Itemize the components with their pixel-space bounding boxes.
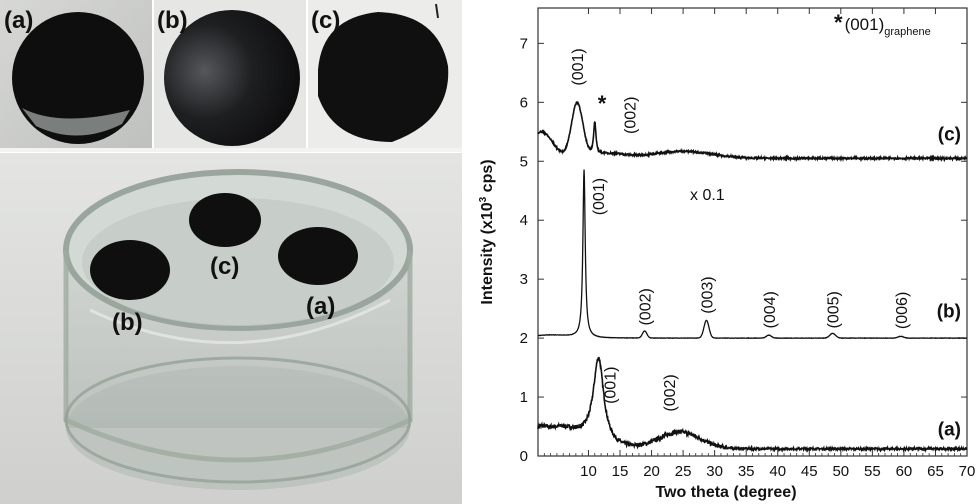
photo-label-a: (a) bbox=[4, 7, 33, 34]
film-photo-c: (c) bbox=[308, 0, 462, 148]
x-tick-label: 50 bbox=[832, 463, 849, 480]
y-axis-title: Intensity (x103 cps) bbox=[478, 159, 496, 304]
x-tick-label: 15 bbox=[612, 463, 629, 480]
y-tick-label: 5 bbox=[520, 153, 528, 170]
peak-label-c-001: (001) bbox=[570, 48, 587, 85]
film-b-floating bbox=[90, 240, 170, 300]
petri-dish-photo: (b) (c) (a) bbox=[0, 153, 462, 504]
y-tick-label: 7 bbox=[520, 35, 528, 52]
bowl-label-a: (a) bbox=[306, 293, 335, 320]
x-tick-label: 70 bbox=[959, 463, 976, 480]
film-a-floating bbox=[278, 227, 358, 285]
y-tick-label: 0 bbox=[520, 448, 528, 465]
x-tick-label: 45 bbox=[801, 463, 818, 480]
x-tick-label: 30 bbox=[706, 463, 723, 480]
xrd-curve-c bbox=[537, 101, 968, 163]
y-tick-label: 1 bbox=[520, 389, 528, 406]
trace-label-c: (c) bbox=[938, 125, 961, 146]
y-axis-title-sup: 3 bbox=[478, 196, 489, 202]
peak-label-b-005: (005) bbox=[826, 291, 843, 328]
x-tick-label: 10 bbox=[580, 463, 597, 480]
y-tick-label: 4 bbox=[520, 212, 528, 229]
film-photo-b: (b) bbox=[154, 0, 306, 148]
peak-label-c-002: (002) bbox=[622, 97, 639, 134]
legend-star: * bbox=[834, 10, 843, 35]
x-tick-label: 60 bbox=[896, 463, 913, 480]
peak-label-b-006: (006) bbox=[894, 292, 911, 329]
scale-note: x 0.1 bbox=[690, 187, 725, 204]
x-tick-label: 25 bbox=[675, 463, 692, 480]
peak-label-b-001: (001) bbox=[591, 178, 608, 215]
xrd-curve-b bbox=[537, 169, 968, 340]
trace-label-b: (b) bbox=[937, 301, 961, 322]
trace-label-a: (a) bbox=[938, 419, 961, 440]
legend-subscript: graphene bbox=[884, 26, 931, 38]
graphene-peak-star: * bbox=[598, 91, 607, 116]
legend-text: (001) bbox=[845, 15, 885, 34]
xrd-curves bbox=[537, 101, 968, 454]
photo-label-b: (b) bbox=[157, 7, 188, 34]
bowl-label-b: (b) bbox=[112, 309, 143, 336]
peak-label-b-003: (003) bbox=[699, 276, 716, 313]
peak-label-b-002: (002) bbox=[638, 288, 655, 325]
x-tick-label: 40 bbox=[769, 463, 786, 480]
y-tick-label: 2 bbox=[520, 330, 528, 347]
peak-label-a-001: (001) bbox=[603, 367, 620, 404]
y-tick-label: 6 bbox=[520, 94, 528, 111]
legend-star-annotation: * (001)graphene bbox=[834, 10, 931, 38]
y-tick-label: 3 bbox=[520, 271, 528, 288]
y-axis-title-main: Intensity (x10 bbox=[479, 202, 496, 304]
x-tick-label: 55 bbox=[864, 463, 881, 480]
x-tick-label: 35 bbox=[738, 463, 755, 480]
peak-labels: (001) (002) (001) (002) (003) (004) (005) (006)… bbox=[570, 48, 961, 440]
peak-label-a-002: (002) bbox=[662, 374, 679, 411]
x-tick-label: 65 bbox=[927, 463, 944, 480]
bowl-label-c: (c) bbox=[210, 253, 239, 280]
x-tick-label: 20 bbox=[643, 463, 660, 480]
film-c-floating bbox=[189, 193, 261, 247]
photo-panel: (a) (b) (c) (b) (c) (a) bbox=[0, 0, 462, 504]
xrd-curve-a bbox=[537, 356, 968, 454]
peak-label-b-004: (004) bbox=[762, 291, 779, 328]
x-axis-title: Two theta (degree) bbox=[655, 484, 796, 501]
film-photo-a: (a) bbox=[0, 0, 152, 148]
photo-label-c: (c) bbox=[311, 7, 340, 34]
y-axis-title-tail: cps) bbox=[479, 159, 496, 196]
